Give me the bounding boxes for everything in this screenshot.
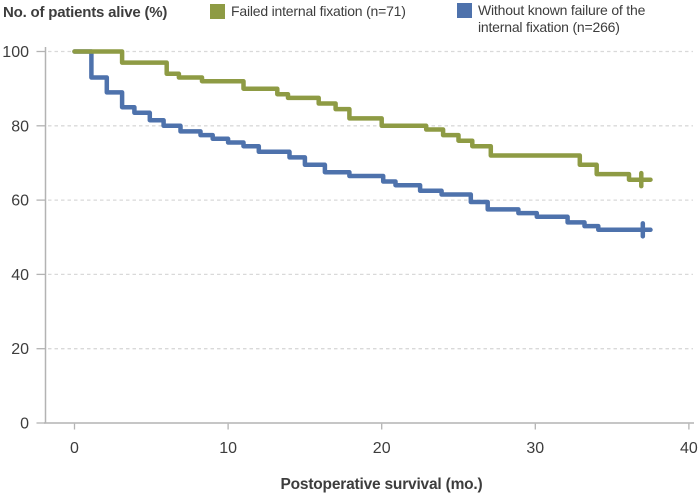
legend-label-failed-fixation: Failed internal fixation (n=71) xyxy=(231,3,406,19)
x-tick-label-40: 40 xyxy=(680,440,698,457)
x-axis-title: Postoperative survival (mo.) xyxy=(281,476,483,493)
y-tick-label-0: 0 xyxy=(20,416,29,433)
y-tick-label-100: 100 xyxy=(2,44,29,61)
series-failed-fixation-line xyxy=(72,49,653,182)
legend-swatch-failed-fixation xyxy=(210,4,225,19)
y-axis-title: No. of patients alive (%) xyxy=(3,4,168,21)
x-tick-label-0: 0 xyxy=(70,440,79,457)
series-without-failure-line xyxy=(72,49,653,233)
legend-item-failed-fixation: Failed internal fixation (n=71) xyxy=(210,3,406,20)
legend-label-without-failure: Without known failure of the internal fix… xyxy=(478,2,696,35)
y-tick-label-60: 60 xyxy=(11,193,29,210)
x-tick-label-10: 10 xyxy=(219,440,237,457)
x-tick-label-30: 30 xyxy=(526,440,544,457)
y-tick-label-20: 20 xyxy=(11,341,29,358)
legend-label-without-failure-line1: Without known failure of the xyxy=(478,2,646,18)
y-tick-label-40: 40 xyxy=(11,267,29,284)
y-tick-label-80: 80 xyxy=(11,118,29,135)
legend-swatch-without-failure xyxy=(457,3,472,18)
x-tick-label-20: 20 xyxy=(373,440,391,457)
legend-label-without-failure-line2: internal fixation (n=266) xyxy=(478,18,620,35)
legend-item-without-failure: Without known failure of the internal fix… xyxy=(457,2,696,35)
